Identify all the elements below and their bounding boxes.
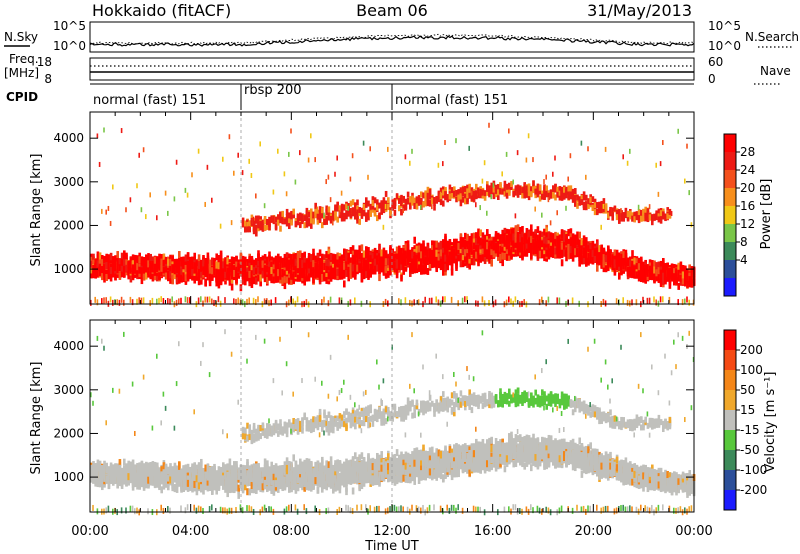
- colorbar-cell: [724, 188, 736, 207]
- freq-left-label: Freq.: [9, 52, 39, 66]
- y-tick-label: 4000: [53, 131, 84, 145]
- colorbar-cell: [724, 278, 736, 297]
- x-tick-label: 00:00: [675, 524, 712, 539]
- nave-tick-bottom: 0: [708, 72, 716, 86]
- colorbar-tick-label: -50: [740, 443, 760, 457]
- colorbar-cell: [724, 206, 736, 225]
- colorbar-cell: [724, 390, 736, 411]
- colorbar-cell: [724, 470, 736, 491]
- noise-panel-frame: [89, 21, 695, 53]
- cpid-segment-label: normal (fast) 151: [93, 93, 206, 108]
- x-tick-label: 00:00: [71, 524, 108, 539]
- power-colorbar-label: Power [dB]: [759, 179, 774, 250]
- colorbar-cell: [724, 224, 736, 243]
- velocity-colorbar: 200 100 50 15 -15 -50 -100 -200: [723, 329, 767, 511]
- colorbar-tick-label: 16: [740, 199, 755, 213]
- x-tick-label: 04:00: [172, 524, 209, 539]
- search-noise-trace: [89, 33, 695, 45]
- colorbar-tick-label: 100: [740, 363, 763, 377]
- y-tick-label: 2000: [53, 426, 84, 440]
- freq-left-unit: [MHz]: [4, 66, 39, 80]
- colorbar-cell: [724, 370, 736, 391]
- x-tick-label: 12:00: [373, 524, 410, 539]
- colorbar-tick-label: 28: [740, 145, 755, 159]
- velocity-colorbar-label: Velocity [m s⁻¹]: [763, 372, 778, 473]
- cpid-segments: normal (fast) 151 rbsp 200 normal (fast) 1…: [93, 83, 508, 110]
- colorbar-cell: [724, 170, 736, 189]
- power-ylabel: Slant Range [km]: [29, 154, 44, 267]
- noise-right-label: N.Search: [745, 30, 799, 44]
- colorbar-cell: [724, 134, 736, 153]
- velocity-ylabel: Slant Range [km]: [29, 362, 44, 475]
- colorbar-cell: [724, 430, 736, 451]
- colorbar-cell: [724, 330, 736, 351]
- colorbar-tick-label: -15: [740, 423, 760, 437]
- nave-label: Nave: [760, 64, 791, 78]
- colorbar-tick-label: 15: [740, 403, 755, 417]
- colorbar-tick-label: 200: [740, 343, 763, 357]
- y-tick-label: 4000: [53, 339, 84, 353]
- colorbar-cell: [724, 410, 736, 431]
- colorbar-cell: [724, 242, 736, 261]
- noise-right-tick-bottom: 10^0: [708, 39, 741, 53]
- colorbar-cell: [724, 260, 736, 279]
- y-tick-label: 1000: [53, 470, 84, 484]
- power-colorbar: 28 24 20 16 12 8 4: [723, 133, 755, 297]
- colorbar-tick-label: 4: [740, 253, 748, 267]
- noise-left-tick-top: 10^5: [53, 19, 86, 33]
- nave-tick-top: 60: [708, 55, 723, 69]
- noise-left-label: N.Sky: [4, 30, 38, 44]
- y-tick-label: 3000: [53, 175, 84, 189]
- cpid-segment-label: normal (fast) 151: [395, 93, 508, 108]
- colorbar-tick-label: 8: [740, 235, 748, 249]
- date-title: 31/May/2013: [587, 1, 692, 20]
- x-tick-label: 16:00: [474, 524, 511, 539]
- velocity-heatmap: [90, 320, 696, 516]
- cpid-label: CPID: [6, 90, 38, 104]
- sky-noise-trace: [89, 35, 695, 47]
- velocity-axes: 1000 2000 3000 4000: [53, 320, 695, 512]
- y-tick-label: 1000: [53, 262, 84, 276]
- y-tick-label: 2000: [53, 218, 84, 232]
- noise-left-tick-bottom: 10^0: [53, 39, 86, 53]
- power-heatmap: [90, 112, 696, 308]
- freq-tick-bottom: 8: [44, 72, 52, 86]
- power-axes: 1000 2000 3000 4000: [53, 112, 695, 304]
- colorbar-cell: [724, 152, 736, 171]
- station-title: Hokkaido (fitACF): [92, 1, 231, 20]
- colorbar-cell: [724, 350, 736, 371]
- beam-title: Beam 06: [356, 1, 428, 20]
- y-tick-label: 3000: [53, 383, 84, 397]
- colorbar-tick-label: 20: [740, 181, 755, 195]
- time-axis-ticks: 00:00 04:00 08:00 12:00 16:00 20:00 00:00: [71, 524, 712, 539]
- x-tick-label: 08:00: [273, 524, 310, 539]
- colorbar-tick-label: 50: [740, 383, 755, 397]
- freq-tick-top: 18: [37, 55, 52, 69]
- x-tick-label: 20:00: [575, 524, 612, 539]
- freq-panel-frame: [89, 57, 695, 81]
- noise-traces: [89, 33, 695, 47]
- colorbar-tick-label: -100: [740, 463, 767, 477]
- colorbar-cell: [724, 490, 736, 511]
- cpid-segment-label: rbsp 200: [244, 83, 302, 98]
- colorbar-tick-label: 24: [740, 163, 755, 177]
- colorbar-tick-label: 12: [740, 217, 755, 231]
- noise-right-tick-top: 10^5: [708, 19, 741, 33]
- colorbar-cell: [724, 450, 736, 471]
- time-axis-label: Time UT: [364, 539, 418, 554]
- colorbar-tick-label: -200: [740, 483, 767, 497]
